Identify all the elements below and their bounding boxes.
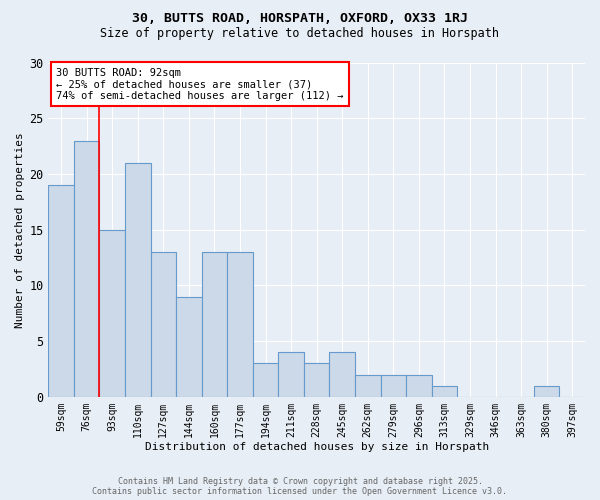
Bar <box>74 140 100 397</box>
Text: 30 BUTTS ROAD: 92sqm
← 25% of detached houses are smaller (37)
74% of semi-detac: 30 BUTTS ROAD: 92sqm ← 25% of detached h… <box>56 68 344 100</box>
Bar <box>278 352 304 397</box>
Bar <box>253 364 278 397</box>
Text: Size of property relative to detached houses in Horspath: Size of property relative to detached ho… <box>101 28 499 40</box>
Bar <box>431 386 457 397</box>
Bar <box>329 352 355 397</box>
Bar <box>202 252 227 397</box>
Bar <box>125 163 151 397</box>
Bar <box>380 374 406 397</box>
Bar <box>100 230 125 397</box>
Bar <box>151 252 176 397</box>
X-axis label: Distribution of detached houses by size in Horspath: Distribution of detached houses by size … <box>145 442 489 452</box>
Bar <box>304 364 329 397</box>
Bar <box>176 296 202 397</box>
Bar <box>48 185 74 397</box>
Bar <box>534 386 559 397</box>
Y-axis label: Number of detached properties: Number of detached properties <box>15 132 25 328</box>
Bar <box>355 374 380 397</box>
Text: 30, BUTTS ROAD, HORSPATH, OXFORD, OX33 1RJ: 30, BUTTS ROAD, HORSPATH, OXFORD, OX33 1… <box>132 12 468 26</box>
Bar <box>227 252 253 397</box>
Text: Contains HM Land Registry data © Crown copyright and database right 2025.
Contai: Contains HM Land Registry data © Crown c… <box>92 476 508 496</box>
Bar <box>406 374 431 397</box>
